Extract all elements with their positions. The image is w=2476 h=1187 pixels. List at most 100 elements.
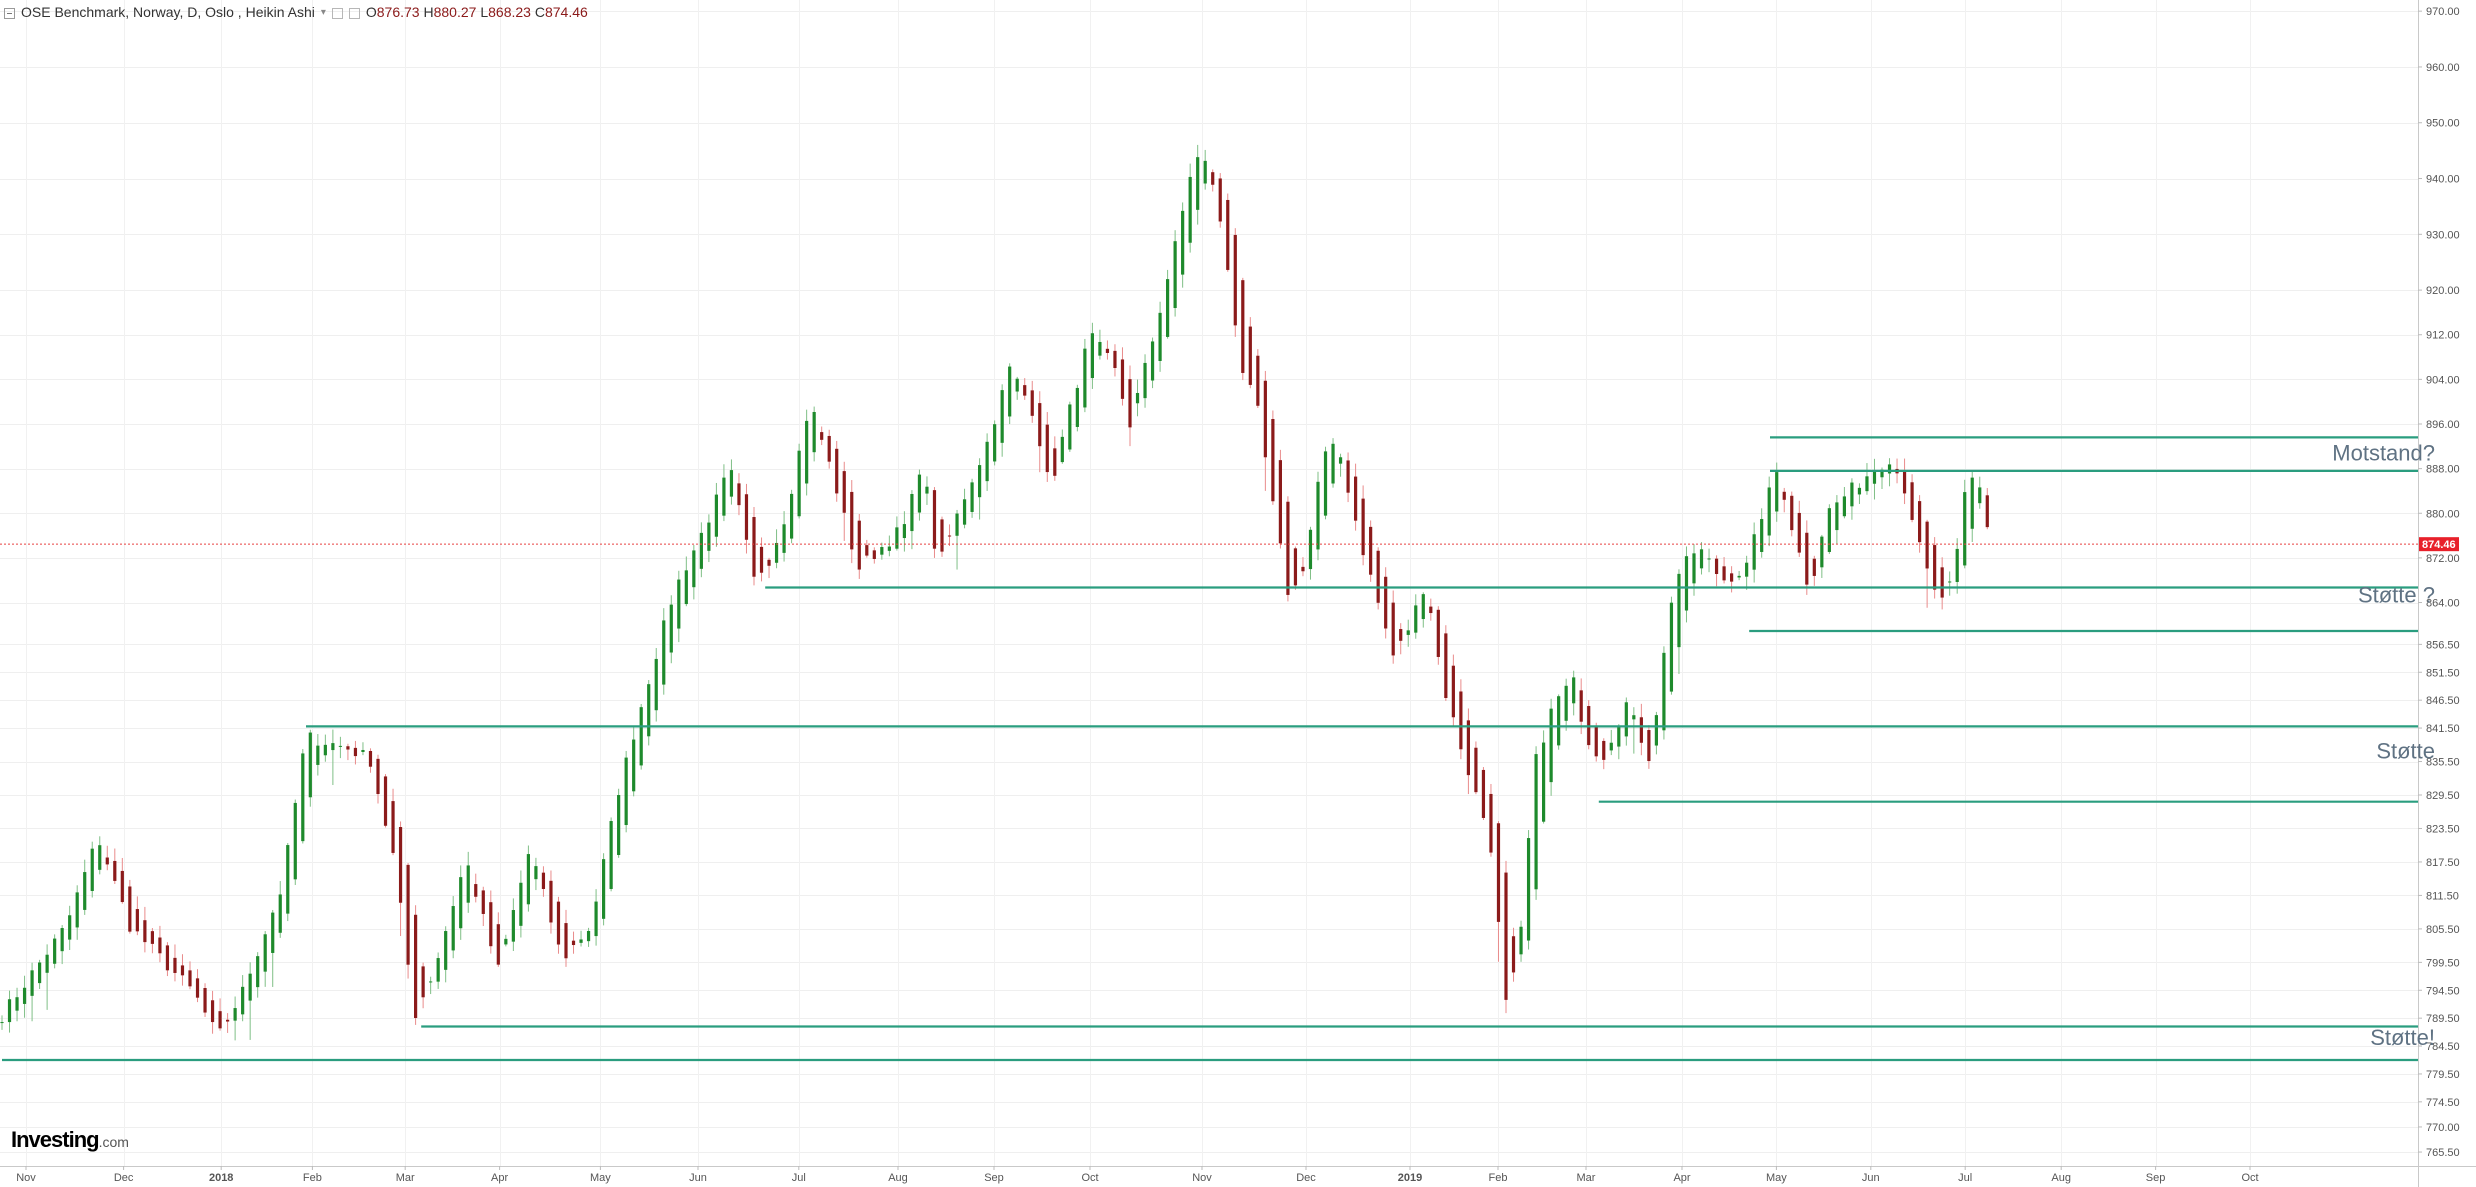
candle-body	[1594, 725, 1598, 757]
candle-body	[1767, 487, 1771, 536]
candle-body	[1286, 501, 1290, 595]
candle-body	[368, 750, 373, 767]
candle-body	[759, 546, 764, 573]
investing-logo: Investing.com	[11, 1127, 129, 1152]
candle-body	[1684, 556, 1689, 611]
candle-body	[278, 894, 282, 933]
candle-body	[1842, 496, 1846, 517]
candle-body	[1143, 362, 1147, 399]
high-value: 880.27	[433, 4, 477, 20]
candle-body	[932, 490, 937, 549]
candle-body	[1241, 280, 1245, 373]
candle-body	[406, 864, 410, 965]
candle-body	[1173, 241, 1177, 309]
candle-body	[1564, 685, 1568, 721]
candle-body	[1534, 754, 1538, 890]
candle-body	[1181, 210, 1185, 275]
time-tick-label: 2019	[1398, 1172, 1422, 1184]
candle-body	[1474, 747, 1478, 793]
low-value: 868.23	[488, 4, 531, 20]
candle-body	[714, 494, 718, 537]
candle-body	[549, 880, 553, 923]
candle-body	[1263, 380, 1267, 458]
time-tick-label: Apr	[1673, 1172, 1690, 1184]
candle-body	[1436, 609, 1440, 657]
candle-body	[602, 859, 606, 919]
candle-body	[1008, 366, 1012, 417]
candle-body	[1083, 348, 1087, 408]
time-tick-label: Sep	[2146, 1172, 2166, 1184]
candle-body	[1805, 532, 1809, 585]
candle-body	[1970, 477, 1974, 529]
candle-body	[1278, 460, 1282, 544]
candle-body	[165, 945, 170, 971]
candle-body	[797, 450, 801, 517]
candle-body	[1150, 341, 1155, 381]
candle-body	[1797, 512, 1801, 553]
candle-body	[1105, 348, 1110, 353]
candle-body	[662, 620, 666, 685]
candle-body	[1120, 359, 1125, 399]
candle-body	[1692, 553, 1696, 584]
candle-body	[1662, 652, 1666, 731]
annotation-label: Støtte	[2376, 739, 2435, 764]
candle-body	[857, 520, 861, 570]
close-value: 874.46	[544, 4, 588, 20]
price-tick-label: 930.00	[2426, 229, 2460, 241]
settings-icon[interactable]	[331, 7, 343, 19]
price-tick-label: 774.50	[2426, 1097, 2460, 1109]
candle-body	[609, 821, 613, 889]
candle-body	[1015, 378, 1019, 392]
collapse-legend-icon[interactable]	[4, 7, 15, 19]
candle-body	[1760, 519, 1764, 552]
candle-body	[1775, 472, 1779, 512]
price-tick-label: 811.50	[2426, 890, 2459, 902]
candle-body	[1933, 545, 1937, 590]
price-tick-label: 912.00	[2426, 330, 2460, 342]
candle-body	[1128, 379, 1132, 428]
candle-body	[1045, 424, 1049, 473]
candle-body	[1850, 482, 1854, 507]
candle-body	[1572, 677, 1576, 704]
candle-body	[474, 884, 478, 897]
candle-body	[564, 923, 568, 959]
candle-body	[805, 420, 809, 484]
candle-body	[1158, 312, 1162, 361]
candle-body	[451, 906, 455, 951]
last-price-label: 874.46	[2422, 539, 2456, 551]
candle-body	[218, 1011, 222, 1029]
candle-body	[1338, 457, 1343, 464]
candle-body	[1196, 157, 1200, 210]
candle-body	[1233, 234, 1237, 326]
price-tick-label: 770.00	[2426, 1122, 2460, 1134]
price-tick-label: 829.50	[2426, 790, 2460, 802]
candle-body	[970, 482, 974, 512]
time-tick-label: Oct	[2241, 1172, 2258, 1184]
candle-body	[391, 801, 395, 853]
candle-body	[143, 920, 147, 943]
price-tick-label: 835.50	[2426, 757, 2460, 769]
time-tick-label: 2018	[209, 1172, 233, 1184]
candle-body	[1361, 498, 1365, 556]
price-tick-label: 950.00	[2426, 118, 2460, 130]
candle-body	[1444, 633, 1448, 699]
last-price-badge	[2419, 537, 2459, 552]
candle-body	[985, 441, 989, 482]
candle-body	[940, 519, 944, 552]
candle-body	[1511, 936, 1516, 973]
candle-body	[1376, 550, 1380, 603]
price-tick-label: 960.00	[2426, 62, 2460, 74]
candle-body	[684, 570, 688, 605]
time-tick-label: Feb	[303, 1172, 322, 1184]
candle-body	[331, 743, 335, 751]
close-icon[interactable]	[348, 7, 360, 19]
price-tick-label: 872.00	[2426, 553, 2460, 565]
caret-down-icon[interactable]: ▾	[320, 6, 326, 18]
price-tick-label: 794.50	[2426, 985, 2460, 997]
candle-body	[895, 527, 899, 549]
candle-body	[586, 930, 591, 942]
candle-body	[910, 493, 914, 532]
candle-body	[38, 962, 42, 984]
candle-body	[504, 938, 508, 945]
